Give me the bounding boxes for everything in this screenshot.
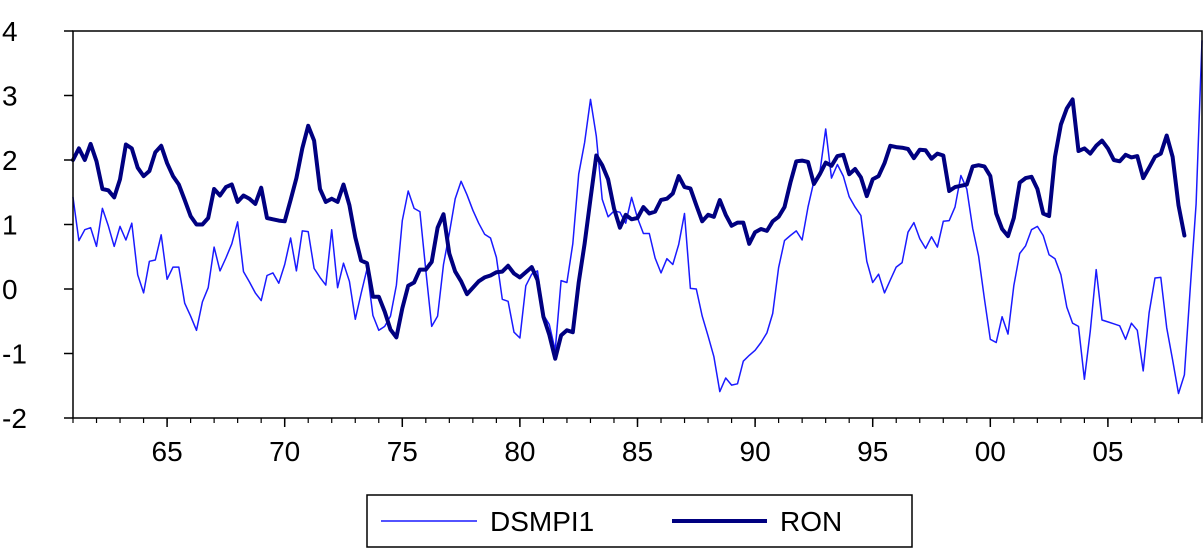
y-tick-label: 0 (2, 274, 18, 305)
y-tick-label: 3 (2, 81, 18, 112)
series-line-ron (71, 97, 1187, 361)
x-tick-label: 95 (857, 436, 888, 467)
x-tick-label: 70 (269, 436, 300, 467)
x-tick-label: 90 (740, 436, 771, 467)
x-tick-label: 65 (152, 436, 183, 467)
legend: DSMPI1 RON (366, 494, 913, 548)
x-tick-label: 75 (387, 436, 418, 467)
series-layer (71, 39, 1203, 395)
y-tick-label: 4 (2, 16, 18, 47)
x-tick-label: 80 (504, 436, 535, 467)
axes-layer: -2 -1 0 1 2 3 4 65 70 75 80 85 90 95 00 05 (2, 16, 1203, 467)
x-tick-label: 05 (1092, 436, 1123, 467)
y-tick-label: -2 (2, 403, 27, 434)
y-tick-label: -1 (2, 339, 27, 370)
x-tick-label: 00 (975, 436, 1006, 467)
y-tick-label: 1 (2, 210, 18, 241)
y-tick-label: 2 (2, 145, 18, 176)
x-tick-label: 85 (622, 436, 653, 467)
legend-label-ron: RON (780, 506, 842, 537)
legend-label-dsmpi1: DSMPI1 (490, 506, 594, 537)
